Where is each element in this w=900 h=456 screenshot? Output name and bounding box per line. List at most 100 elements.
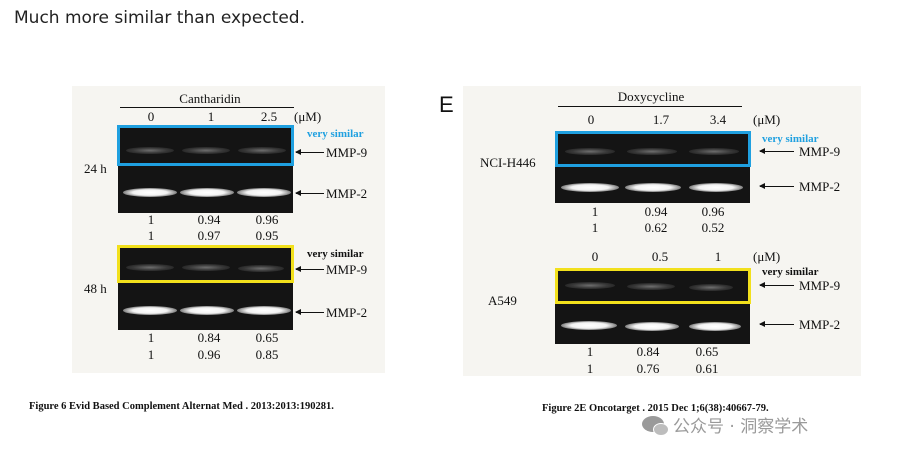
gel-band <box>689 284 733 291</box>
gel-band <box>126 147 174 154</box>
right-a549-gel <box>555 268 750 344</box>
left-figure-caption: Figure 6 Evid Based Complement Alternat … <box>29 401 334 412</box>
arrow-icon <box>759 148 794 154</box>
watermark-text: 公众号 · 洞察学术 <box>673 417 809 437</box>
right-value: 0.84 <box>636 344 660 359</box>
left-24h-gel <box>118 125 293 213</box>
right-band-label: MMP-2 <box>799 317 841 332</box>
right-nci-gel <box>555 131 750 203</box>
left-24h-note: very similar <box>307 128 364 140</box>
highlight-box-blue <box>555 131 751 167</box>
right-dose: 0 <box>591 249 599 264</box>
left-value: 0.65 <box>255 330 279 345</box>
left-value: 1 <box>147 212 155 227</box>
left-band-label: MMP-9 <box>326 262 368 277</box>
highlight-box-yellow <box>555 268 751 304</box>
left-value: 0.96 <box>255 212 279 227</box>
wechat-icon <box>642 416 669 436</box>
gel-band <box>561 183 619 192</box>
right-unit: (μM) <box>753 249 781 264</box>
right-dose: 3.4 <box>709 112 727 127</box>
arrow-icon <box>295 309 324 315</box>
left-value: 0.94 <box>197 212 221 227</box>
gel-band <box>238 265 284 272</box>
right-unit: (μM) <box>753 112 781 127</box>
arrow-icon <box>759 282 794 288</box>
arrow-icon <box>759 321 794 327</box>
arrow-icon <box>295 190 324 196</box>
left-value: 1 <box>147 228 155 243</box>
left-dose: 2.5 <box>260 109 278 124</box>
gel-band <box>123 306 177 315</box>
gel-band <box>561 321 617 330</box>
left-value: 1 <box>147 347 155 362</box>
right-value: 1 <box>586 344 594 359</box>
gel-band <box>689 148 739 155</box>
right-value: 0.96 <box>701 204 725 219</box>
left-row-label: 48 h <box>84 281 107 296</box>
right-treatment-label: Doxycycline <box>617 89 685 104</box>
gel-band <box>625 183 681 192</box>
gel-band <box>627 283 675 290</box>
gel-band <box>689 322 741 331</box>
right-value: 1 <box>591 204 599 219</box>
left-value: 1 <box>147 330 155 345</box>
left-treatment-label: Cantharidin <box>179 91 241 106</box>
left-value: 0.84 <box>197 330 221 345</box>
gel-band <box>565 282 615 289</box>
gel-band <box>565 148 615 155</box>
right-row-label: A549 <box>488 293 517 308</box>
right-row-label: NCI-H446 <box>480 155 536 170</box>
right-dose: 0 <box>587 112 595 127</box>
right-value: 1 <box>591 220 599 235</box>
panel-letter: E <box>439 92 454 117</box>
arrow-icon <box>759 183 794 189</box>
gel-band <box>238 147 286 154</box>
gel-band <box>126 264 174 271</box>
left-48h-gel <box>118 245 293 330</box>
right-value: 0.94 <box>644 204 668 219</box>
left-48h-note: very similar <box>307 248 364 260</box>
right-dose: 1 <box>714 249 722 264</box>
left-value: 0.85 <box>255 347 279 362</box>
left-row-label: 24 h <box>84 161 107 176</box>
gel-band <box>123 188 177 197</box>
left-band-label: MMP-2 <box>326 186 368 201</box>
left-unit: (μM) <box>294 109 322 124</box>
arrow-icon <box>295 266 324 272</box>
right-dose: 1.7 <box>652 112 670 127</box>
arrow-icon <box>295 149 324 155</box>
gel-band <box>237 188 291 197</box>
right-a549-note: very similar <box>762 266 819 278</box>
right-treatment-line <box>558 106 742 107</box>
right-band-label: MMP-9 <box>799 278 841 293</box>
right-value: 0.76 <box>636 361 660 376</box>
highlight-box-yellow <box>117 245 294 283</box>
left-value: 0.95 <box>255 228 279 243</box>
post-heading: Much more similar than expected. <box>14 8 305 28</box>
right-dose: 0.5 <box>651 249 669 264</box>
left-dose: 1 <box>207 109 215 124</box>
left-value: 0.97 <box>197 228 221 243</box>
left-treatment-line <box>120 107 294 108</box>
gel-band <box>237 306 291 315</box>
right-value: 0.65 <box>695 344 719 359</box>
left-dose: 0 <box>147 109 155 124</box>
right-value: 0.61 <box>695 361 719 376</box>
highlight-box-blue <box>117 125 294 166</box>
right-band-label: MMP-2 <box>799 179 841 194</box>
left-value: 0.96 <box>197 347 221 362</box>
gel-band <box>180 306 234 315</box>
gel-band <box>627 148 677 155</box>
left-band-label: MMP-9 <box>326 145 368 160</box>
right-value: 1 <box>586 361 594 376</box>
gel-band <box>689 183 743 192</box>
right-value: 0.52 <box>701 220 725 235</box>
gel-band <box>182 147 230 154</box>
gel-band <box>182 264 230 271</box>
gel-band <box>625 322 679 331</box>
right-band-label: MMP-9 <box>799 144 841 159</box>
right-figure-caption: Figure 2E Oncotarget . 2015 Dec 1;6(38):… <box>542 403 769 414</box>
gel-band <box>180 188 234 197</box>
right-nci-note: very similar <box>762 133 819 145</box>
